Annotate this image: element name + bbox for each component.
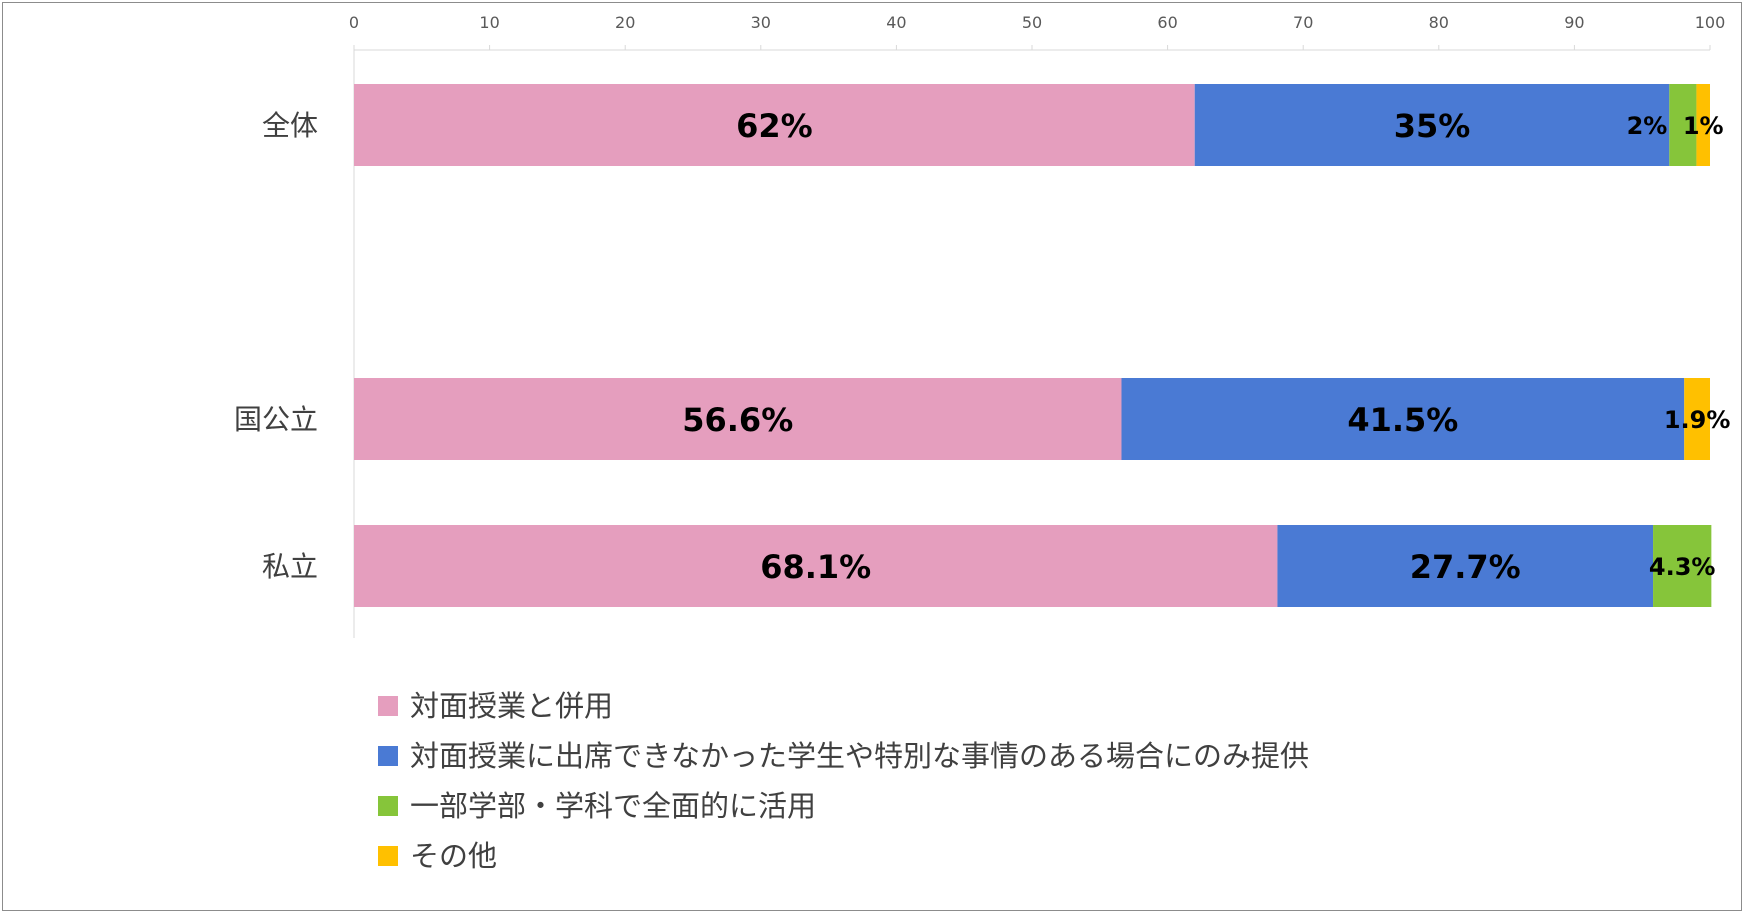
bar-segment: [1669, 84, 1697, 166]
bar-segment: [1696, 84, 1710, 166]
x-tick-label: 80: [1429, 13, 1449, 32]
legend-label: 対面授業に出席できなかった学生や特別な事情のある場合にのみ提供: [410, 739, 1309, 773]
legend-swatch: [378, 846, 398, 866]
bar-value-label: 56.6%: [682, 401, 793, 439]
bar-value-label: 68.1%: [760, 548, 871, 586]
bar-segment: [1277, 525, 1654, 607]
x-tick-label: 50: [1022, 13, 1042, 32]
legend-label: その他: [410, 839, 497, 873]
bar-value-label: 1.9%: [1664, 406, 1731, 434]
x-tick-label: 30: [751, 13, 771, 32]
bar-segment: [1121, 378, 1685, 460]
x-tick-label: 20: [615, 13, 635, 32]
bar-segment: [1194, 84, 1670, 166]
bar-value-label: 4.3%: [1649, 553, 1716, 581]
x-tick-label: 0: [349, 13, 359, 32]
x-tick-label: 90: [1564, 13, 1584, 32]
legend-swatch: [378, 746, 398, 766]
bar-value-label: 41.5%: [1347, 401, 1458, 439]
category-label: 私立: [262, 550, 318, 583]
bar-segment: [354, 378, 1122, 460]
x-tick-label: 100: [1695, 13, 1726, 32]
legend-swatch: [378, 696, 398, 716]
x-tick-label: 70: [1293, 13, 1313, 32]
category-label: 全体: [262, 109, 318, 142]
category-label: 国公立: [234, 403, 318, 436]
bar-segment: [354, 525, 1278, 607]
bar-segment: [1684, 378, 1710, 460]
legend-swatch: [378, 796, 398, 816]
bar-value-label: 62%: [736, 107, 813, 145]
x-tick-label: 60: [1157, 13, 1177, 32]
bar-segment: [354, 84, 1195, 166]
bar-value-label: 35%: [1394, 107, 1471, 145]
bar-value-label: 27.7%: [1410, 548, 1521, 586]
x-tick-label: 10: [479, 13, 499, 32]
x-tick-label: 40: [886, 13, 906, 32]
bar-value-label: 2%: [1627, 112, 1668, 140]
bar-value-label: 1%: [1683, 112, 1724, 140]
legend-label: 一部学部・学科で全面的に活用: [410, 789, 816, 823]
legend-label: 対面授業と併用: [410, 689, 613, 723]
bar-segment: [1653, 525, 1712, 607]
